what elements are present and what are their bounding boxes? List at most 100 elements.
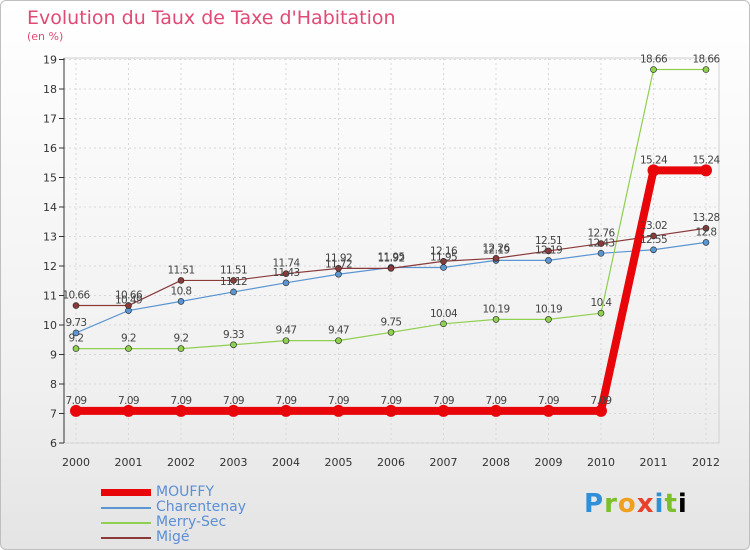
data-point-mige	[72, 302, 80, 309]
logo-letter: x	[636, 489, 655, 519]
data-point-mouffy	[227, 404, 240, 417]
data-label-merry-sec: 10.04	[430, 308, 458, 320]
legend-label: Migé	[156, 529, 190, 545]
x-tick-label: 2000	[62, 456, 90, 469]
data-point-merry-sec	[650, 66, 657, 73]
data-point-mouffy	[490, 404, 502, 417]
data-point-merry-sec	[387, 329, 395, 336]
y-tick-label: 7	[50, 408, 57, 421]
data-label-charentenay: 12.43	[587, 237, 614, 249]
legend-swatch	[101, 506, 151, 509]
data-point-merry-sec	[230, 341, 237, 349]
data-label-merry-sec: 9.47	[328, 325, 349, 337]
data-label-mouffy: 7.09	[223, 395, 244, 407]
data-label-mouffy: 7.09	[118, 395, 139, 407]
y-tick-label: 14	[43, 201, 57, 214]
data-point-charentenay	[702, 239, 710, 246]
series-layer	[70, 66, 712, 417]
data-point-charentenay	[72, 329, 80, 337]
data-label-charentenay: 12.8	[696, 226, 717, 238]
data-label-charentenay: 12.55	[640, 234, 667, 246]
data-label-mige: 13.02	[640, 220, 667, 232]
data-point-charentenay	[177, 298, 185, 305]
data-label-charentenay: 11.72	[325, 258, 352, 270]
data-point-charentenay	[230, 288, 237, 296]
y-tick-label: 12	[43, 260, 57, 273]
data-point-mouffy	[542, 404, 555, 417]
data-label-mouffy: 15.24	[640, 154, 668, 166]
data-point-mige	[440, 257, 447, 265]
logo-letter: i	[654, 489, 665, 519]
data-point-mouffy	[280, 404, 292, 417]
logo-letter: P	[584, 489, 605, 519]
data-point-charentenay	[282, 279, 290, 287]
data-point-charentenay	[440, 264, 447, 271]
proxiti-logo: Proxiti	[584, 489, 688, 519]
data-label-merry-sec: 9.47	[276, 325, 297, 337]
data-label-mouffy: 7.09	[433, 395, 454, 407]
data-point-charentenay	[545, 257, 552, 264]
data-point-mouffy	[122, 404, 135, 417]
data-label-mouffy: 7.09	[381, 395, 402, 407]
data-point-mige	[125, 302, 132, 309]
legend-item-merry-sec: Merry-Sec	[101, 515, 246, 530]
x-axis-ticks: 2000 2001 2002 2003 2004 2005 2006 2007 2008 2009…	[62, 456, 720, 469]
series-merry-sec	[72, 66, 710, 352]
data-label-mouffy: 7.09	[328, 395, 349, 407]
data-label-mige: 12.51	[535, 235, 562, 247]
y-tick-label: 6	[50, 437, 57, 450]
x-tick-label: 2010	[587, 456, 615, 469]
data-label-mige: 11.74	[272, 258, 300, 270]
data-point-mige	[492, 255, 500, 262]
data-label-merry-sec: 18.66	[692, 54, 720, 66]
data-label-charentenay: 12.19	[535, 244, 562, 256]
data-point-mouffy	[595, 404, 607, 417]
data-label-merry-sec: 10.4	[591, 297, 613, 309]
data-label-mouffy: 7.09	[66, 395, 87, 407]
y-tick-label: 9	[50, 349, 57, 362]
data-label-charentenay: 11.43	[272, 267, 299, 279]
data-label-charentenay: 10.8	[171, 285, 192, 297]
data-point-merry-sec	[282, 337, 290, 344]
y-tick-label: 13	[43, 231, 57, 244]
data-point-merry-sec	[335, 337, 342, 344]
data-point-mouffy	[70, 404, 82, 417]
data-label-merry-sec: 10.19	[482, 303, 509, 315]
data-label-mouffy: 7.09	[591, 395, 612, 407]
legend-item-mige: Migé	[101, 530, 246, 545]
data-label-merry-sec: 9.2	[121, 333, 136, 345]
x-tick-label: 2007	[430, 456, 458, 469]
data-point-mouffy	[332, 404, 345, 417]
data-point-mige	[650, 232, 657, 240]
y-tick-label: 10	[43, 319, 57, 332]
logo-letter: t	[664, 489, 678, 519]
data-label-mouffy: 7.09	[538, 395, 559, 407]
x-tick-label: 2008	[482, 456, 510, 469]
data-label-mige: 11.92	[325, 252, 352, 264]
data-label-charentenay: 11.95	[430, 251, 457, 263]
data-point-merry-sec	[72, 345, 80, 352]
data-point-merry-sec	[597, 309, 605, 317]
data-point-mouffy	[647, 164, 660, 177]
legend-item-charentenay: Charentenay	[101, 500, 246, 515]
legend-item-mouffy: MOUFFY	[101, 485, 246, 500]
data-point-mouffy	[385, 404, 397, 417]
data-point-mige	[597, 240, 605, 247]
data-point-mige	[177, 277, 185, 284]
y-tick-label: 15	[43, 172, 57, 185]
data-point-charentenay	[597, 250, 605, 257]
data-label-merry-sec: 10.19	[535, 303, 562, 315]
data-point-mige	[335, 265, 342, 272]
data-label-mouffy: 15.24	[692, 154, 720, 166]
data-label-mige: 12.76	[587, 228, 615, 240]
x-tick-label: 2001	[115, 456, 143, 469]
data-label-mige: 10.66	[115, 290, 143, 302]
data-label-mige: 13.28	[692, 212, 719, 224]
logo-letter: r	[604, 489, 618, 519]
data-label-layer: 7.09 7.09 7.09 7.09 7.09 7.09 7.09 7.09 7.09 7.09…	[62, 54, 721, 407]
data-label-mouffy: 7.09	[171, 395, 192, 407]
data-label-merry-sec: 9.33	[223, 329, 244, 341]
data-label-charentenay: 11.95	[377, 251, 404, 263]
y-axis-ticks: 6 7 8 9 10 11 12 13 14 15 16 17 18 19	[43, 54, 64, 450]
